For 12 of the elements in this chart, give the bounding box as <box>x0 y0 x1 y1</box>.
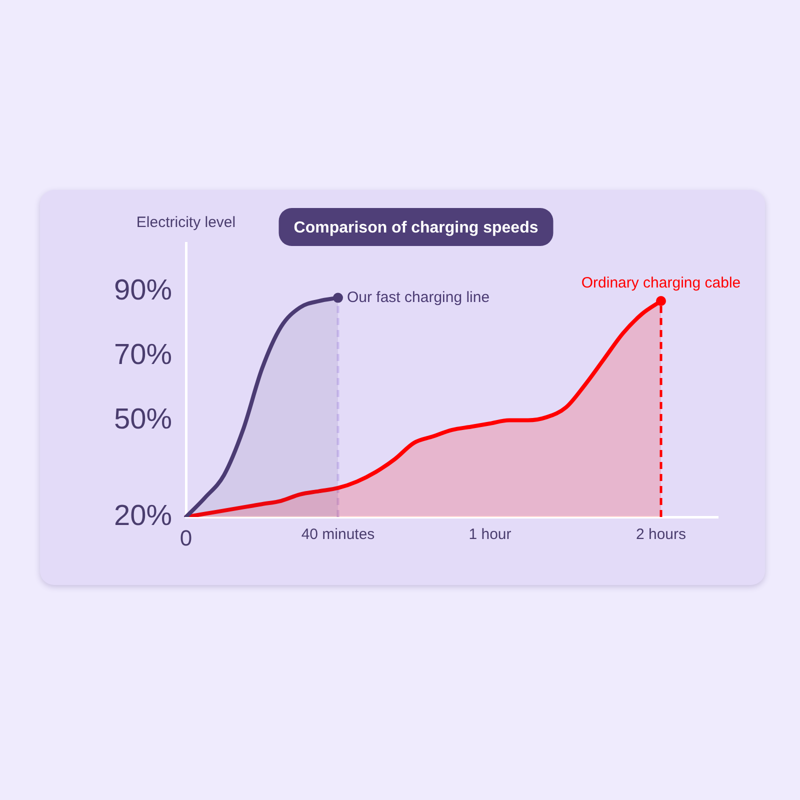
x-tick-label: 1 hour <box>468 526 512 544</box>
x-tick-label: 2 hours <box>636 526 686 544</box>
x-tick-label: 0 <box>180 525 192 550</box>
chart-title: Comparison of charging speeds <box>294 219 538 236</box>
y-tick-label: 50% <box>114 403 172 436</box>
y-tick-label: 90% <box>114 274 172 306</box>
y-tick-label: 20% <box>114 500 172 532</box>
series-label: Ordinary charging cable <box>581 274 741 292</box>
series-label: Our fast charging line <box>347 288 490 306</box>
x-tick-label: 40 minutes <box>301 526 375 544</box>
y-axis-title: Electricity level <box>136 214 236 232</box>
y-tick-label: 70% <box>114 338 172 371</box>
